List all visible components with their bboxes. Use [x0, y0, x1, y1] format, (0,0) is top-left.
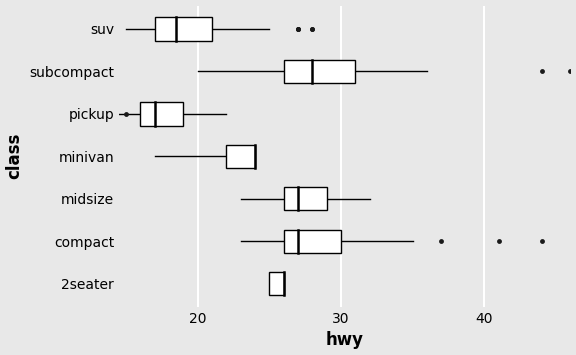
Bar [284, 187, 327, 211]
Bar [226, 144, 255, 168]
Y-axis label: class: class [6, 133, 24, 180]
Bar [284, 230, 341, 253]
Bar [284, 60, 355, 83]
Bar [270, 272, 284, 295]
Bar [141, 102, 184, 126]
X-axis label: hwy: hwy [325, 332, 363, 349]
Bar [155, 17, 212, 40]
